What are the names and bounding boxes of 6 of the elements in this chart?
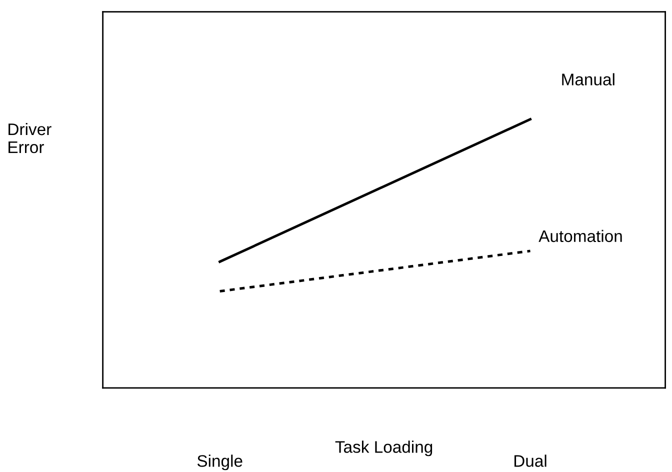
x-tick-label: Dual bbox=[514, 454, 546, 467]
x-axis-title: Task Loading bbox=[335, 440, 432, 456]
series-label: Automation bbox=[538, 230, 622, 242]
x-tick-label: Single bbox=[197, 454, 242, 470]
text: Manual bbox=[562, 73, 614, 86]
y-axis-title: Driver Error bbox=[8, 122, 52, 154]
